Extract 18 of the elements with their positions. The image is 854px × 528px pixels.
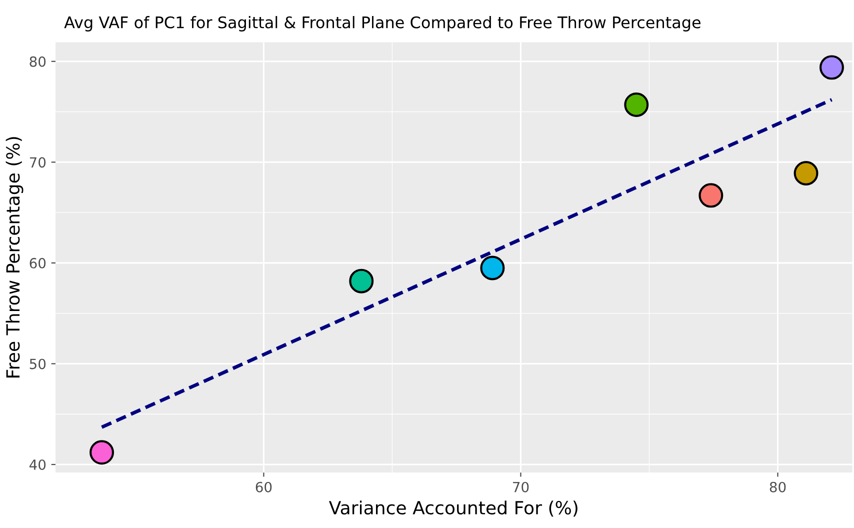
point [698, 183, 724, 208]
point [480, 256, 505, 280]
y-tick-label: 40 [29, 459, 46, 470]
x-axis-title: Variance Accounted For (%) [328, 500, 578, 517]
y-axis-title: Free Throw Percentage (%) [6, 137, 24, 378]
y-tick-label: 80 [30, 56, 46, 67]
point [90, 440, 114, 465]
point [794, 161, 818, 186]
chart-title: Avg VAF of PC1 for Sagittal & Frontal Plane Compared to Free Throw Percentage [64, 16, 700, 32]
x-tick-label: 80 [770, 482, 786, 492]
point [349, 268, 374, 294]
y-tick-label: 70 [30, 157, 46, 168]
y-tick-label: 50 [30, 358, 46, 370]
x-tick-label: 70 [513, 482, 529, 492]
point [624, 92, 649, 117]
point [819, 55, 844, 80]
x-tick-label: 60 [256, 482, 272, 492]
y-tick-label: 60 [30, 258, 46, 268]
